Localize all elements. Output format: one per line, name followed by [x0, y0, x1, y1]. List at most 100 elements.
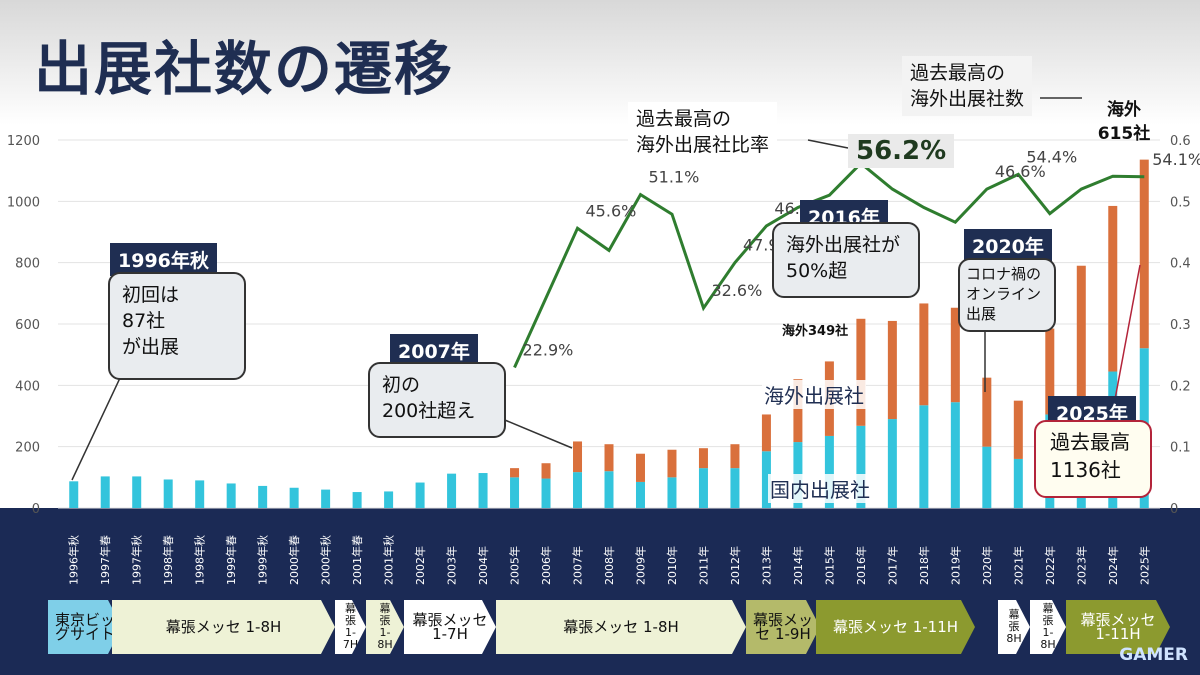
- bar-overseas: [541, 463, 551, 479]
- x-tick-label: 2014年: [791, 546, 805, 585]
- bar-domestic: [132, 476, 142, 508]
- venue-segment: 幕張メッセ 1-11H: [816, 600, 975, 654]
- tag-2007: 2007年: [390, 334, 478, 367]
- bar-overseas: [510, 468, 520, 478]
- bar-overseas: [1013, 400, 1023, 459]
- bar-domestic: [447, 473, 457, 508]
- domestic-series-label: 国内出展社: [768, 474, 872, 503]
- x-tick-label: 2006年: [539, 546, 553, 585]
- x-tick-label: 2020年: [980, 546, 994, 585]
- tag-1996: 1996年秋: [110, 243, 217, 276]
- callout-pointer: [71, 377, 121, 481]
- y-tick-label: 400: [15, 379, 40, 394]
- record-ratio-line: 過去最高の: [636, 108, 732, 130]
- bar-domestic: [69, 481, 79, 508]
- y2-tick-label: 0.4: [1170, 257, 1191, 272]
- bubble-1996-line: 87社: [122, 310, 166, 332]
- y-tick-label: 1200: [7, 134, 40, 149]
- x-tick-label: 2022年: [1043, 546, 1057, 585]
- ratio-line: [513, 161, 1145, 369]
- record-ratio-line: 海外出展社比率: [636, 134, 770, 156]
- bar-domestic: [887, 419, 897, 508]
- bar-domestic: [258, 485, 268, 508]
- bubble-1996-line: 初回は: [122, 284, 180, 306]
- y-tick-label: 1000: [7, 195, 40, 210]
- x-tick-label: 2015年: [822, 546, 836, 585]
- x-tick-label: 2023年: [1074, 546, 1088, 585]
- bar-domestic: [352, 492, 362, 508]
- x-tick-label: 2017年: [885, 546, 899, 585]
- x-tick-label: 2001年秋: [382, 535, 396, 585]
- bar-domestic: [761, 451, 771, 508]
- overseas-615-label: 海外 615社: [1088, 98, 1160, 146]
- bubble-2016-line: 海外出展社が: [786, 234, 901, 256]
- bar-domestic: [289, 487, 299, 508]
- bar-overseas: [604, 444, 614, 472]
- bar-domestic: [478, 473, 488, 508]
- bubble-2016: 海外出展社が 50%超: [772, 222, 920, 298]
- y-tick-label: 800: [15, 257, 40, 272]
- bar-overseas: [573, 441, 583, 473]
- bar-domestic: [824, 435, 834, 508]
- overseas-series-label: 海外出展社: [762, 380, 866, 409]
- bubble-2025-line: 1136社: [1050, 458, 1121, 482]
- venue-segment: 幕張メッセ 1-7H: [404, 600, 496, 654]
- x-tick-label: 1998年春: [161, 535, 175, 585]
- bubble-2025: 過去最高 1136社: [1034, 420, 1152, 498]
- bar-domestic: [573, 472, 583, 508]
- bubble-1996: 初回は 87社 が出展: [108, 272, 246, 380]
- x-tick-label: 2010年: [665, 546, 679, 585]
- bubble-2020-line: コロナ禍の: [966, 265, 1042, 283]
- x-tick-label: 2004年: [476, 546, 490, 585]
- ratio-data-label: 45.6%: [586, 201, 637, 220]
- x-tick-label: 2007年: [571, 546, 585, 585]
- x-tick-label: 2002年: [413, 546, 427, 585]
- ratio-data-label: 54.1%: [1152, 150, 1200, 169]
- bar-overseas: [950, 307, 960, 403]
- bubble-2007-line: 200社超え: [382, 400, 476, 422]
- x-tick-label: 2013年: [759, 546, 773, 585]
- x-tick-label: 1997年秋: [130, 535, 144, 585]
- bar-domestic: [950, 402, 960, 508]
- ratio-data-label: 22.9%: [523, 341, 574, 360]
- bar-domestic: [982, 446, 992, 508]
- record-ratio-value: 56.2%: [848, 134, 955, 168]
- y2-tick-label: 0.6: [1170, 134, 1191, 149]
- bar-overseas: [919, 303, 929, 406]
- bar-overseas: [856, 318, 866, 426]
- page-title: 出展社数の遷移: [34, 35, 455, 103]
- x-tick-label: 1998年秋: [193, 535, 207, 585]
- bar-domestic: [384, 491, 394, 508]
- y-tick-label: 200: [15, 441, 40, 456]
- bar-overseas: [1076, 265, 1086, 413]
- record-overseas-line: 海外出展社数: [910, 88, 1025, 110]
- bar-overseas: [1108, 205, 1118, 372]
- record-ratio-callout: 過去最高の 海外出展社比率: [628, 102, 778, 162]
- y2-tick-label: 0.1: [1170, 441, 1191, 456]
- bubble-2007: 初の 200社超え: [368, 362, 506, 438]
- x-tick-label: 2000年秋: [319, 535, 333, 585]
- bar-domestic: [541, 478, 551, 508]
- bar-overseas: [761, 414, 771, 452]
- x-tick-label: 2011年: [696, 546, 710, 585]
- x-tick-label: 2009年: [633, 546, 647, 585]
- ratio-data-label: 54.4%: [1026, 147, 1077, 166]
- bar-overseas: [667, 449, 677, 478]
- bar-domestic: [321, 489, 331, 508]
- bubble-1996-line: が出展: [122, 336, 180, 358]
- ratio-data-label: 51.1%: [648, 168, 699, 187]
- y2-tick-label: 0.3: [1170, 318, 1191, 333]
- x-tick-label: 2019年: [948, 546, 962, 585]
- ratio-data-label: 32.6%: [711, 281, 762, 300]
- x-tick-label: 2018年: [917, 546, 931, 585]
- x-tick-label: 2021年: [1011, 546, 1025, 585]
- bar-overseas: [1045, 328, 1055, 415]
- bubble-2020-line: オンライン: [966, 285, 1042, 303]
- y2-tick-label: 0.5: [1170, 195, 1191, 210]
- bubble-2025-line: 過去最高: [1050, 430, 1130, 454]
- bar-domestic: [415, 482, 425, 508]
- bar-domestic: [698, 468, 708, 508]
- bubble-2020: コロナ禍の オンライン 出展: [958, 258, 1056, 332]
- bar-overseas: [887, 320, 897, 420]
- bubble-2007-line: 初の: [382, 374, 421, 396]
